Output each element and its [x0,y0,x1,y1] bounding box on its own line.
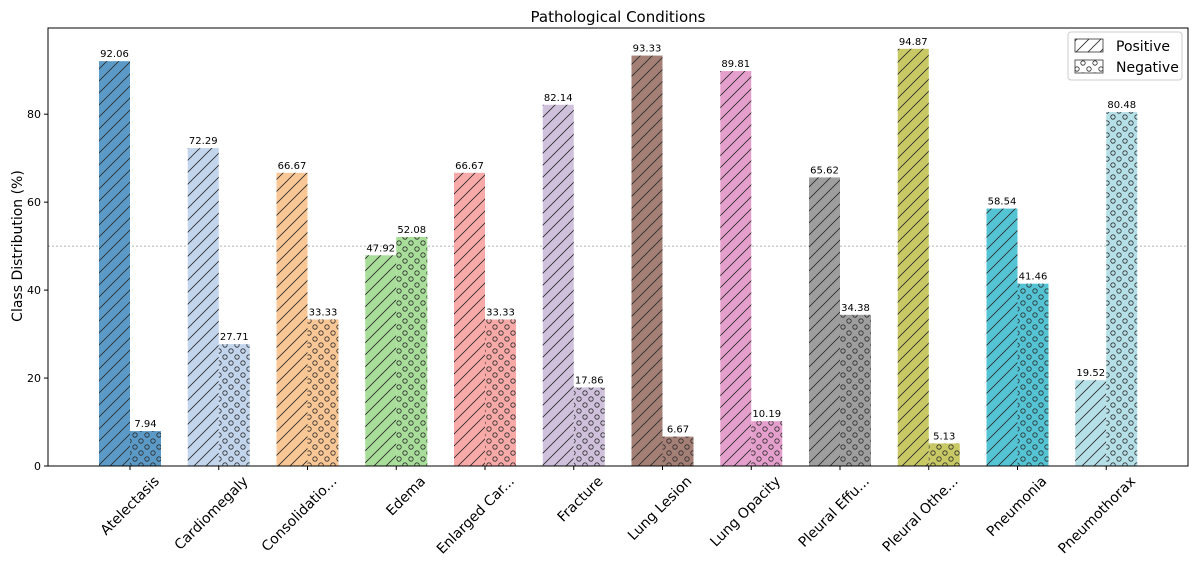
value-label-positive: 58.54 [988,197,1017,208]
bar-positive-pattern [99,61,130,466]
bar-positive-pattern [276,172,308,466]
plot-area-frame [47,27,1189,467]
value-label-positive: 94.87 [899,37,928,48]
bar-positive-pattern [365,255,397,466]
y-axis-ticks: 0 20 40 60 80 [27,108,48,473]
value-label-negative: 80.48 [1107,100,1136,111]
legend-label-negative: Negative [1116,60,1179,76]
bar-positive-pattern [809,177,840,466]
bar-negative-pattern [130,431,161,466]
x-tick-label: Cardiomegaly [172,474,252,554]
value-label-negative: 5.13 [933,431,955,442]
value-label-positive: 47.92 [366,243,395,254]
value-label-negative: 6.67 [667,425,689,436]
bar-negative-pattern [662,436,694,466]
chart-title: Pathological Conditions [531,8,706,26]
value-label-positive: 65.62 [810,165,839,176]
value-label-negative: 34.38 [841,303,870,314]
bar-negative-pattern [218,344,250,466]
value-label-negative: 41.46 [1019,272,1048,283]
bar-negative-pattern [396,236,428,466]
value-label-positive: 72.29 [189,136,218,147]
bar-positive-pattern [720,71,752,467]
legend-item-positive: Positive [1074,38,1170,55]
value-label-negative: 10.19 [752,409,781,420]
value-label-positive: 19.52 [1076,368,1105,379]
bar-negative-pattern [928,443,960,466]
bar-positive-pattern [631,55,663,467]
x-tick-label: Atelectasis [98,474,163,539]
bar-negative-pattern [573,387,605,466]
x-tick-label: Pleural Othe... [880,474,962,556]
bar-positive-pattern [454,172,485,466]
legend-label-positive: Positive [1116,39,1170,55]
bars-group [99,48,1138,467]
value-label-positive: 89.81 [721,59,750,70]
value-label-positive: 66.67 [278,161,307,172]
value-label-positive: 66.67 [455,161,484,172]
x-tick-label: Pleural Effu... [796,474,873,551]
x-tick-label: Lung Lesion [625,474,695,544]
value-label-negative: 17.86 [575,375,604,386]
value-label-negative: 52.08 [397,225,426,236]
value-label-positive: 92.06 [100,49,129,60]
x-tick-label: Lung Opacity [707,474,784,551]
value-label-positive: 82.14 [544,93,573,104]
legend-pattern-positive [1075,39,1103,52]
x-tick-label: Enlarged Car... [434,474,518,558]
bar-negative-pattern [1106,112,1138,467]
legend-item-negative: Negative [1074,59,1179,76]
bar-positive-pattern [542,104,574,467]
bar-negative-pattern [1017,283,1049,466]
bar-negative-pattern [751,421,783,466]
y-axis-label: Class Distribution (%) [10,170,26,322]
bar-positive-pattern [1075,380,1107,466]
bar-positive-pattern [986,208,1018,466]
y-tick-label: 80 [27,108,41,121]
legend-pattern-negative [1075,60,1103,73]
x-tick-label: Consolidatio... [259,474,341,556]
value-label-negative: 33.33 [309,307,338,318]
legend: Positive Negative [1067,31,1183,81]
value-label-negative: 33.33 [486,307,515,318]
x-tick-label: Fracture [555,474,607,526]
bar-negative-pattern [485,319,516,466]
y-tick-label: 20 [27,372,41,385]
bar-negative-pattern [840,314,871,466]
x-tick-label: Pneumonia [984,474,1051,541]
x-axis-ticks: Atelectasis Cardiomegaly Consolidatio... Ed… [98,466,1139,557]
bar-negative-pattern [307,319,339,466]
bar-positive-pattern [897,48,929,467]
value-label-negative: 27.71 [220,332,249,343]
y-tick-label: 60 [27,196,41,209]
x-tick-label: Edema [383,474,429,520]
bar-positive-pattern [187,148,219,466]
y-tick-label: 40 [27,284,41,297]
x-tick-label: Pneumothorax [1055,474,1139,558]
y-tick-label: 0 [34,460,41,473]
value-label-positive: 93.33 [633,44,662,55]
value-label-negative: 7.94 [134,419,156,430]
